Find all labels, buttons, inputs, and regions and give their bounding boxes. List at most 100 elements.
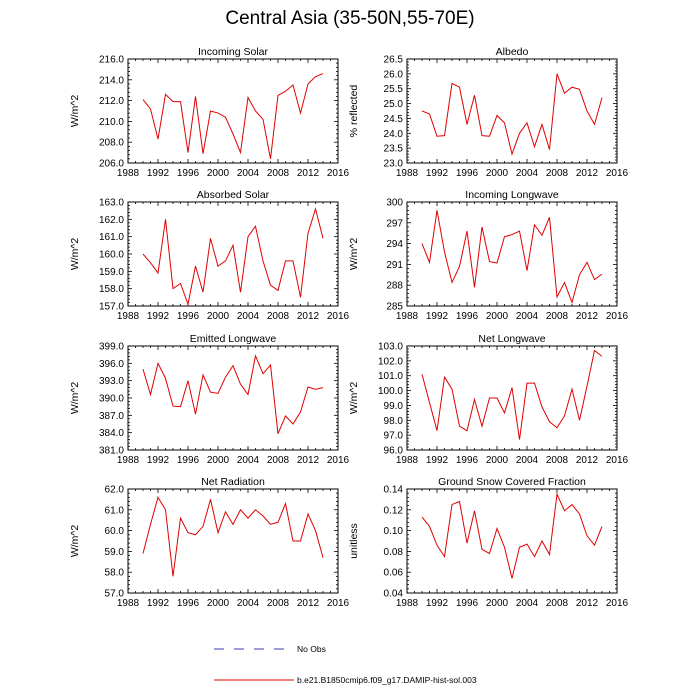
chart-panel-7: Net Radiation W/m^2 1988 1992 1996 2000 2004 20… [69, 476, 350, 609]
y-tick-label: 24.5 [384, 114, 404, 125]
y-axis-label: W/m^2 [69, 382, 81, 415]
y-tick-label: 381.0 [99, 446, 124, 457]
y-tick-label: 58.0 [105, 568, 125, 579]
y-tick-label: 297 [386, 218, 403, 229]
x-tick-label: 2016 [606, 455, 629, 466]
x-tick-label: 1996 [177, 455, 200, 466]
y-tick-label: 101.0 [378, 371, 403, 382]
y-tick-label: 399.0 [99, 342, 124, 353]
x-tick-label: 2008 [546, 598, 569, 609]
x-tick-label: 2004 [237, 455, 260, 466]
panel-title: Emitted Longwave [190, 333, 277, 345]
y-axis-label: W/m^2 [348, 382, 360, 415]
x-tick-label: 2016 [606, 311, 629, 322]
x-tick-label: 2016 [606, 168, 629, 179]
series-line [142, 496, 324, 577]
y-tick-label: 26.5 [384, 55, 404, 66]
y-tick-label: 210.0 [99, 117, 124, 128]
y-axis-label: W/m^2 [69, 238, 81, 271]
panel-title: Incoming Longwave [465, 189, 559, 201]
y-tick-label: 214.0 [99, 75, 124, 86]
series-line [421, 210, 603, 305]
series-line [142, 354, 324, 435]
series-line [142, 207, 324, 307]
y-tick-label: 206.0 [99, 159, 124, 170]
chart-panel-6: Net Longwave W/m^2 1988 1992 1996 2000 2004 200… [348, 333, 629, 466]
y-tick-label: 288 [386, 281, 403, 292]
chart-panel-4: Incoming Longwave W/m^2 1988 1992 1996 2000 20… [348, 189, 629, 322]
y-tick-label: 102.0 [378, 356, 403, 367]
y-tick-label: 212.0 [99, 96, 124, 107]
x-tick-label: 2016 [327, 455, 350, 466]
y-tick-label: 216.0 [99, 55, 124, 66]
x-tick-label: 1988 [117, 311, 140, 322]
x-tick-label: 1996 [456, 311, 479, 322]
y-tick-label: 387.0 [99, 411, 124, 422]
x-tick-label: 1992 [147, 455, 170, 466]
y-tick-label: 300 [386, 198, 403, 209]
legend: No Obs b.e21.B1850cmip6.f09_g17.DAMIP-his… [214, 644, 477, 685]
plot-frame [127, 58, 339, 164]
x-tick-label: 2000 [207, 598, 230, 609]
y-tick-label: 160.0 [99, 250, 124, 261]
x-tick-label: 1996 [177, 598, 200, 609]
x-tick-label: 2004 [516, 455, 539, 466]
page-title: Central Asia (35-50N,55-70E) [225, 8, 475, 29]
y-tick-label: 98.0 [384, 416, 404, 427]
x-tick-label: 1992 [147, 311, 170, 322]
x-tick-label: 2000 [486, 598, 509, 609]
x-tick-label: 1992 [426, 168, 449, 179]
legend-model-label: b.e21.B1850cmip6.f09_g17.DAMIP-hist-sol.… [297, 675, 477, 685]
x-tick-label: 2000 [207, 455, 230, 466]
y-axis-label: W/m^2 [348, 238, 360, 271]
y-tick-label: 23.5 [384, 144, 404, 155]
x-tick-label: 2016 [327, 311, 350, 322]
y-tick-label: 97.0 [384, 431, 404, 442]
chart-panel-1: Incoming Solar W/m^2 1988 1992 1996 2000 2004 2… [69, 46, 350, 179]
y-tick-label: 161.0 [99, 232, 124, 243]
plot-frame [127, 488, 339, 594]
x-tick-label: 1996 [177, 168, 200, 179]
chart-panel-3: Absorbed Solar W/m^2 1988 1992 1996 2000 2004 2… [69, 189, 350, 322]
y-tick-label: 393.0 [99, 376, 124, 387]
y-tick-label: 157.0 [99, 302, 124, 313]
panel-title: Net Radiation [201, 476, 265, 488]
plot-frame [127, 345, 339, 451]
x-tick-label: 1996 [456, 598, 479, 609]
y-tick-label: 26.0 [384, 69, 404, 80]
x-tick-label: 2004 [516, 168, 539, 179]
x-tick-label: 2012 [297, 168, 320, 179]
chart-panel-5: Emitted Longwave W/m^2 1988 1992 1996 2000 200… [69, 333, 350, 466]
x-tick-label: 1996 [456, 455, 479, 466]
x-tick-label: 2012 [576, 455, 599, 466]
x-tick-label: 1996 [177, 311, 200, 322]
x-tick-label: 1988 [117, 455, 140, 466]
series-line [421, 349, 603, 440]
y-tick-label: 60.0 [105, 526, 125, 537]
x-tick-label: 2000 [486, 311, 509, 322]
x-tick-label: 2008 [267, 455, 290, 466]
x-tick-label: 2012 [576, 311, 599, 322]
x-tick-label: 1992 [426, 598, 449, 609]
series-line [421, 73, 603, 156]
y-tick-label: 25.5 [384, 84, 404, 95]
y-tick-label: 0.14 [384, 485, 404, 496]
y-tick-label: 0.08 [384, 547, 404, 558]
panel-title: Absorbed Solar [197, 189, 270, 201]
x-tick-label: 1992 [147, 168, 170, 179]
x-tick-label: 2008 [267, 168, 290, 179]
x-tick-label: 2008 [267, 311, 290, 322]
y-tick-label: 291 [386, 260, 403, 271]
x-tick-label: 2008 [546, 455, 569, 466]
x-tick-label: 2016 [327, 168, 350, 179]
y-tick-label: 59.0 [105, 547, 125, 558]
y-tick-label: 0.06 [384, 568, 404, 579]
x-tick-label: 2004 [237, 598, 260, 609]
x-tick-label: 2012 [297, 455, 320, 466]
y-tick-label: 62.0 [105, 485, 125, 496]
x-tick-label: 2012 [576, 598, 599, 609]
x-tick-label: 2004 [237, 311, 260, 322]
plot-frame [127, 201, 339, 307]
x-tick-label: 2008 [546, 311, 569, 322]
